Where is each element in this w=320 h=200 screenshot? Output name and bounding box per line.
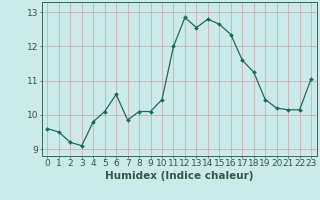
X-axis label: Humidex (Indice chaleur): Humidex (Indice chaleur)	[105, 171, 253, 181]
